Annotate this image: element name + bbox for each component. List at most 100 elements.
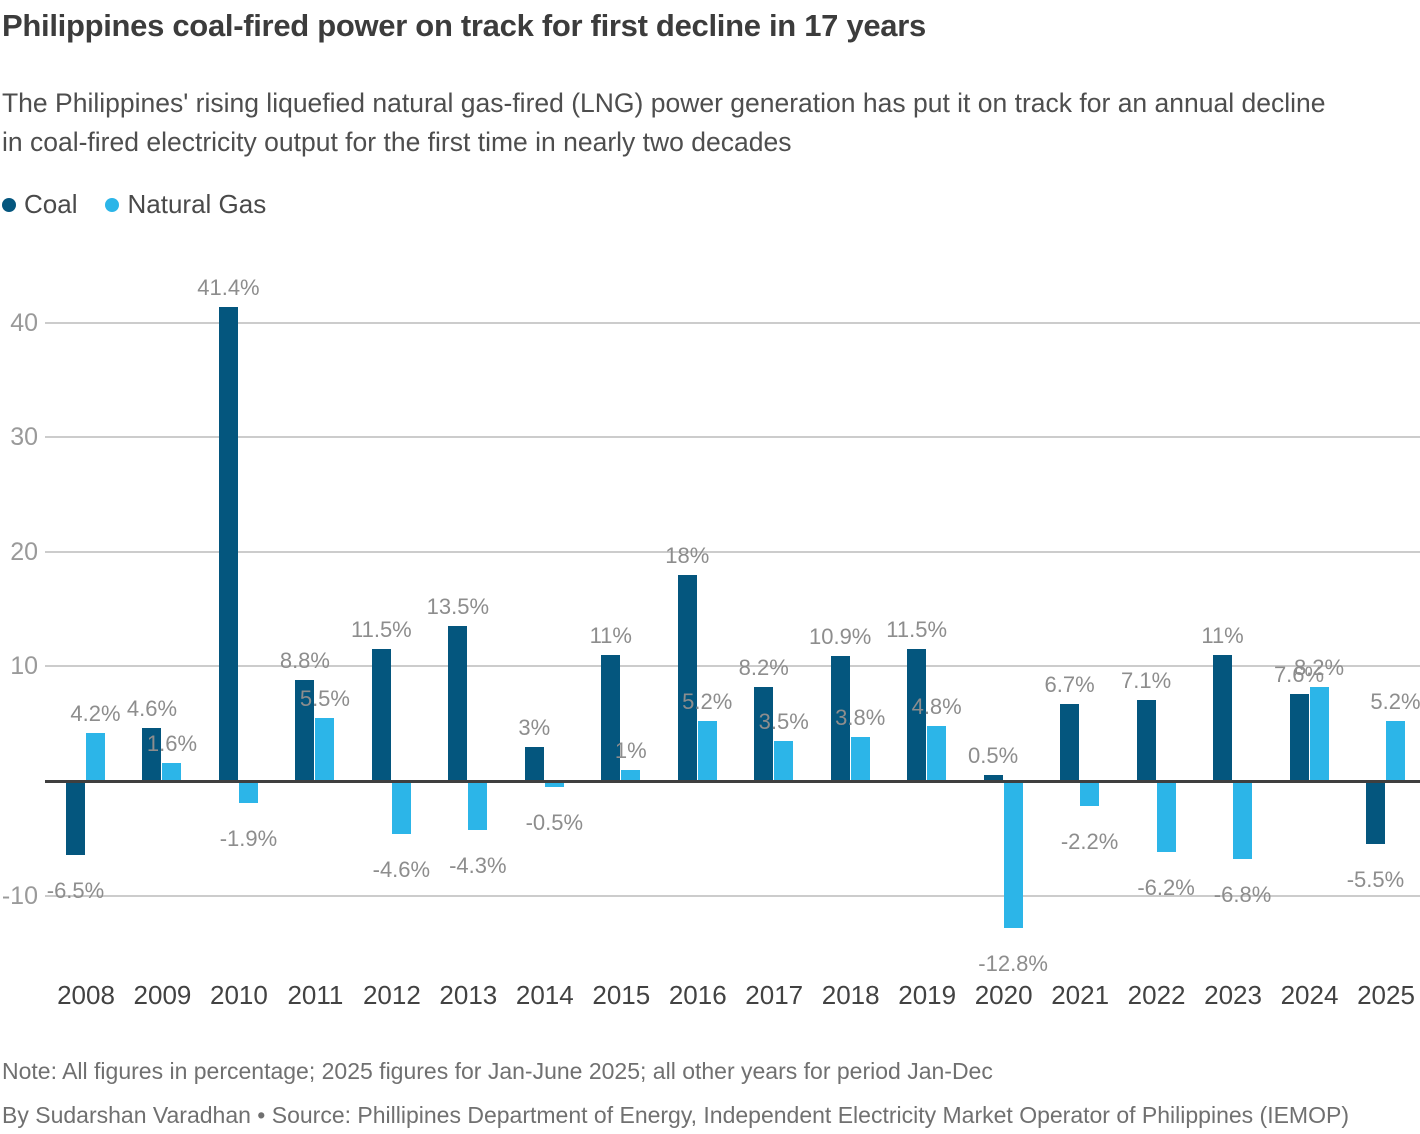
bar-coal-2019 — [907, 649, 927, 781]
x-axis-tick-2017: 2017 — [745, 980, 804, 1010]
value-label-natural-gas-2014: -0.5% — [525, 809, 584, 835]
bar-natural-gas-2014 — [544, 781, 564, 787]
bar-natural-gas-2008 — [86, 732, 105, 781]
x-axis-tick-2023: 2023 — [1204, 980, 1262, 1010]
x-axis-tick-2013: 2013 — [439, 980, 498, 1010]
value-label-natural-gas-2024: 8.2% — [1293, 655, 1345, 681]
value-label-coal-2020: 0.5% — [968, 743, 1019, 769]
x-axis-line — [45, 780, 1420, 783]
value-label-natural-gas-2021: -2.2% — [1060, 829, 1119, 855]
value-label-natural-gas-2013: -4.3% — [449, 853, 507, 879]
value-label-natural-gas-2017: 3.5% — [758, 708, 809, 734]
x-axis-tick-2024: 2024 — [1280, 980, 1339, 1010]
bar-coal-2010 — [218, 306, 238, 781]
value-label-coal-2011: 8.8% — [279, 648, 330, 674]
bar-coal-2017 — [754, 687, 774, 781]
bar-natural-gas-2015 — [621, 769, 641, 781]
bar-natural-gas-2009 — [162, 762, 182, 781]
x-axis-tick-2025: 2025 — [1357, 980, 1415, 1010]
value-label-coal-2025: -5.5% — [1346, 867, 1405, 893]
value-label-natural-gas-2012: -4.6% — [372, 856, 431, 882]
value-label-coal-2021: 6.7% — [1044, 672, 1095, 698]
value-label-natural-gas-2015: 1% — [614, 737, 647, 763]
bar-coal-2022 — [1136, 699, 1156, 781]
legend-swatch-icon — [2, 197, 16, 212]
value-label-coal-2016: 18% — [665, 542, 710, 568]
bar-natural-gas-2021 — [1080, 781, 1100, 807]
gridline-40 — [45, 321, 1420, 324]
value-label-natural-gas-2009: 1.6% — [146, 730, 198, 756]
value-label-coal-2019: 11.5% — [886, 617, 948, 643]
bar-natural-gas-2023 — [1233, 781, 1253, 859]
x-axis-tick-2022: 2022 — [1127, 980, 1186, 1010]
bar-coal-2013 — [448, 626, 468, 781]
y-axis-tick-40: 40 — [10, 308, 38, 337]
bar-natural-gas-2025 — [1385, 721, 1405, 781]
x-axis-tick-2008: 2008 — [57, 980, 115, 1010]
value-label-coal-2017: 8.2% — [738, 655, 789, 681]
value-label-natural-gas-2016: 5.2% — [682, 689, 733, 715]
legend-label: Coal — [24, 189, 78, 219]
x-axis-tick-2018: 2018 — [821, 980, 880, 1010]
gridline-10 — [45, 665, 1420, 668]
value-label-coal-2012: 11.5% — [351, 617, 412, 643]
value-label-natural-gas-2025: 5.2% — [1370, 689, 1420, 715]
gridline-30 — [45, 436, 1420, 439]
value-label-coal-2015: 11% — [589, 622, 632, 648]
x-axis-tick-2011: 2011 — [287, 980, 344, 1010]
x-axis-tick-2014: 2014 — [515, 980, 574, 1010]
bar-coal-2023 — [1213, 654, 1233, 781]
bar-coal-2014 — [524, 746, 544, 781]
bar-natural-gas-2017 — [774, 740, 794, 781]
value-label-natural-gas-2011: 5.5% — [299, 685, 350, 711]
value-label-natural-gas-2023: -6.8% — [1213, 881, 1272, 907]
gridline-20 — [45, 550, 1420, 553]
bar-natural-gas-2019 — [927, 725, 947, 781]
bar-coal-2016 — [677, 574, 697, 781]
y-axis-tick--10: -10 — [1, 881, 38, 910]
value-label-coal-2009: 4.6% — [126, 696, 178, 722]
value-label-natural-gas-2018: 3.8% — [835, 705, 886, 731]
bar-coal-2011 — [295, 680, 315, 781]
bar-coal-2020 — [983, 775, 1003, 781]
value-label-natural-gas-2010: -1.9% — [219, 825, 278, 851]
value-label-natural-gas-2008: 4.2% — [70, 700, 121, 726]
bar-coal-2021 — [1060, 704, 1080, 781]
x-axis-tick-2016: 2016 — [668, 980, 727, 1010]
x-axis-tick-2010: 2010 — [210, 980, 268, 1010]
value-label-coal-2018: 10.9% — [808, 624, 872, 650]
legend-label: Natural Gas — [127, 189, 267, 219]
legend: Coal Natural Gas — [2, 189, 266, 220]
x-axis-tick-2020: 2020 — [974, 980, 1033, 1010]
y-axis-tick-30: 30 — [10, 423, 38, 452]
x-axis-tick-2015: 2015 — [592, 980, 651, 1010]
y-axis-tick-10: 10 — [10, 652, 38, 681]
value-label-coal-2013: 13.5% — [426, 594, 490, 620]
bar-coal-2024 — [1289, 693, 1309, 781]
bar-coal-2009 — [142, 728, 162, 781]
value-label-coal-2023: 11% — [1201, 622, 1244, 648]
bar-natural-gas-2016 — [697, 721, 717, 781]
bar-natural-gas-2010 — [238, 781, 258, 803]
chart-title: Philippines coal-fired power on track fo… — [2, 8, 926, 43]
x-axis-tick-2021: 2021 — [1051, 980, 1110, 1010]
footnote: Note: All figures in percentage; 2025 fi… — [2, 1058, 993, 1084]
bar-natural-gas-2018 — [850, 737, 870, 781]
bar-natural-gas-2020 — [1003, 781, 1023, 928]
value-label-coal-2008: -6.5% — [46, 878, 105, 904]
byline-source: By Sudarshan Varadhan • Source: Phillipi… — [2, 1102, 1349, 1128]
value-label-coal-2014: 3% — [518, 714, 551, 740]
value-label-natural-gas-2019: 4.8% — [911, 693, 962, 719]
bar-coal-2025 — [1365, 781, 1385, 845]
legend-item-coal: Coal — [2, 189, 77, 220]
bar-natural-gas-2022 — [1156, 781, 1176, 853]
bar-natural-gas-2024 — [1309, 687, 1329, 781]
value-label-coal-2022: 7.1% — [1121, 667, 1172, 693]
bar-coal-2015 — [601, 654, 621, 781]
bar-coal-2008 — [66, 781, 85, 856]
value-label-coal-2024: 7.6% — [1273, 661, 1325, 687]
y-axis-tick-20: 20 — [10, 537, 38, 566]
bar-natural-gas-2013 — [468, 781, 488, 831]
